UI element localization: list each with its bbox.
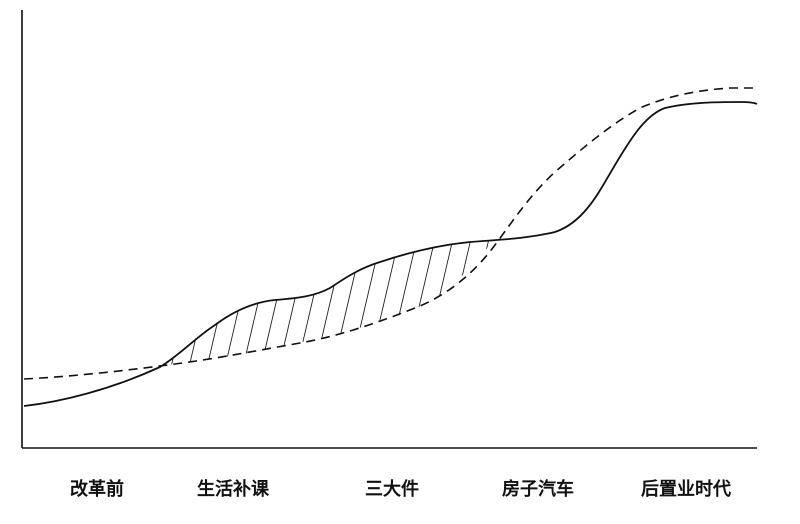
stage-label-2: 三大件	[365, 478, 419, 500]
hatch-line	[510, 230, 545, 380]
hatch-line	[257, 240, 294, 366]
hatch-line	[491, 240, 495, 366]
stage-label-4: 后置业时代	[641, 479, 731, 500]
hatch-line	[419, 240, 456, 366]
hatch-line	[275, 240, 312, 366]
dashed-curve	[23, 87, 757, 380]
hatch-line	[437, 240, 474, 366]
hatch-line	[293, 240, 330, 366]
hatch-line	[455, 240, 492, 366]
hatch-line	[365, 240, 402, 366]
hatch-line	[239, 240, 276, 366]
hatch-line	[311, 240, 348, 366]
hatch-line	[347, 240, 384, 366]
hatch-line	[473, 240, 495, 366]
hatch-line	[160, 240, 186, 366]
hatched-gap-region	[160, 230, 545, 380]
stage-label-1: 生活补课	[197, 478, 270, 500]
hatch-line	[329, 240, 366, 366]
hatch-line	[185, 240, 222, 366]
stage-label-3: 房子汽车	[502, 478, 574, 500]
solid-curve	[23, 101, 758, 407]
stage-label-0: 改革前	[70, 478, 124, 500]
hatch-line	[401, 240, 438, 366]
